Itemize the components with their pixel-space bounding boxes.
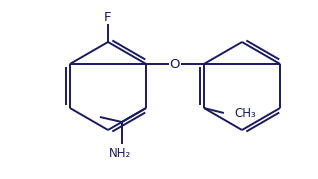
Text: F: F bbox=[104, 11, 112, 23]
Text: O: O bbox=[170, 57, 180, 71]
Text: CH₃: CH₃ bbox=[234, 107, 256, 120]
Text: NH₂: NH₂ bbox=[109, 146, 131, 159]
